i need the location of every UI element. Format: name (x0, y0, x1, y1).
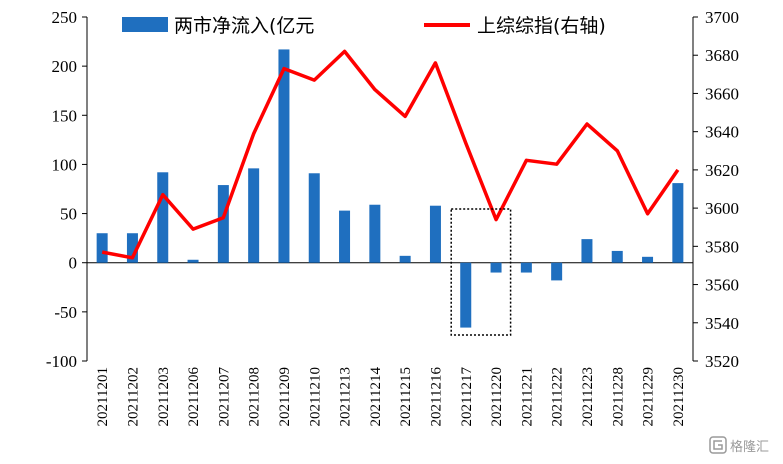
left-tick-label: 100 (52, 155, 78, 174)
x-tick-label: 20211203 (156, 367, 172, 426)
watermark-text: 格隆汇 (730, 439, 769, 455)
bar-20211230 (672, 183, 684, 263)
right-tick-label: 3580 (705, 237, 739, 256)
left-tick-label: 50 (60, 205, 77, 224)
x-tick-label: 20211230 (671, 367, 687, 426)
x-tick-label: 20211222 (550, 367, 566, 426)
legend-label-bar: 两市净流入(亿元 (174, 15, 314, 37)
right-tick-label: 3680 (705, 46, 739, 65)
logo-g-icon (709, 436, 727, 454)
right-tick-label: 3600 (705, 199, 739, 218)
x-tick-label: 20211208 (247, 367, 263, 426)
right-tick-label: 3640 (705, 123, 739, 142)
right-tick-label: 3540 (705, 314, 739, 333)
x-tick-label: 20211228 (610, 367, 626, 426)
bar-20211228 (611, 250, 623, 263)
bar-20211220 (490, 262, 502, 273)
bar-20211209 (278, 49, 290, 263)
bar-20211214 (369, 204, 381, 263)
x-tick-label: 20211210 (307, 367, 323, 426)
right-tick-label: 3700 (705, 8, 739, 27)
x-tick-label: 20211213 (338, 367, 354, 426)
legend-label-line: 上综综指(右轴) (477, 15, 606, 37)
right-tick-label: 3560 (705, 276, 739, 295)
bar-20211206 (187, 259, 199, 263)
index-line (101, 49, 680, 260)
axes (86, 17, 694, 361)
bar-20211210 (308, 173, 320, 263)
bar-20211221 (520, 262, 532, 273)
x-axis-ticks: 20211201 20211202 20211203 20211206 20211207… (95, 367, 687, 427)
bar-20211201 (96, 233, 108, 263)
bar-20211217 (460, 262, 472, 328)
x-tick-label: 20211216 (428, 367, 444, 427)
x-tick-label: 20211223 (580, 367, 596, 426)
left-tick-label: 0 (69, 254, 78, 273)
line-series-index (101, 49, 680, 260)
left-tick-label: 150 (52, 106, 78, 125)
legend-swatch-bar (122, 17, 168, 32)
x-tick-label: 20211215 (398, 367, 414, 426)
highlight-box (450, 208, 512, 336)
bar-20211222 (551, 262, 563, 281)
left-tick-label: -100 (46, 352, 77, 371)
x-tick-label: 20211220 (489, 367, 505, 426)
right-tick-label: 3520 (705, 352, 739, 371)
bar-20211203 (157, 172, 169, 263)
right-axis-ticks: 3520 3540 3560 3580 3600 3620 3640 3660 3680 3700 (693, 8, 739, 371)
x-tick-label: 20211229 (641, 367, 657, 426)
bar-series-net-inflow (96, 49, 684, 328)
bar-20211216 (429, 205, 441, 263)
left-tick-label: -50 (54, 303, 77, 322)
left-tick-label: 250 (52, 8, 78, 27)
x-tick-label: 20211201 (95, 367, 111, 426)
watermark: 格隆汇 (709, 436, 769, 455)
right-tick-label: 3660 (705, 84, 739, 103)
x-tick-label: 20211217 (459, 367, 475, 427)
bar-20211208 (248, 168, 260, 263)
bar-20211213 (339, 210, 351, 263)
highlight-rect (450, 208, 512, 336)
x-tick-label: 20211221 (519, 367, 535, 426)
bar-20211223 (581, 239, 593, 263)
right-tick-label: 3620 (705, 161, 739, 180)
x-tick-label: 20211214 (368, 367, 384, 427)
bar-20211229 (642, 256, 654, 263)
left-axis-ticks: -100 -50 0 50 100 150 200 250 (46, 8, 87, 371)
x-tick-label: 20211206 (186, 367, 202, 427)
left-tick-label: 200 (52, 57, 78, 76)
bar-20211202 (126, 233, 138, 263)
x-tick-label: 20211202 (125, 367, 141, 426)
x-tick-label: 20211209 (277, 367, 293, 426)
bar-20211215 (399, 255, 411, 263)
x-tick-label: 20211207 (216, 367, 232, 427)
legend: 两市净流入(亿元 上综综指(右轴) (122, 15, 606, 37)
bar-20211207 (217, 185, 229, 263)
